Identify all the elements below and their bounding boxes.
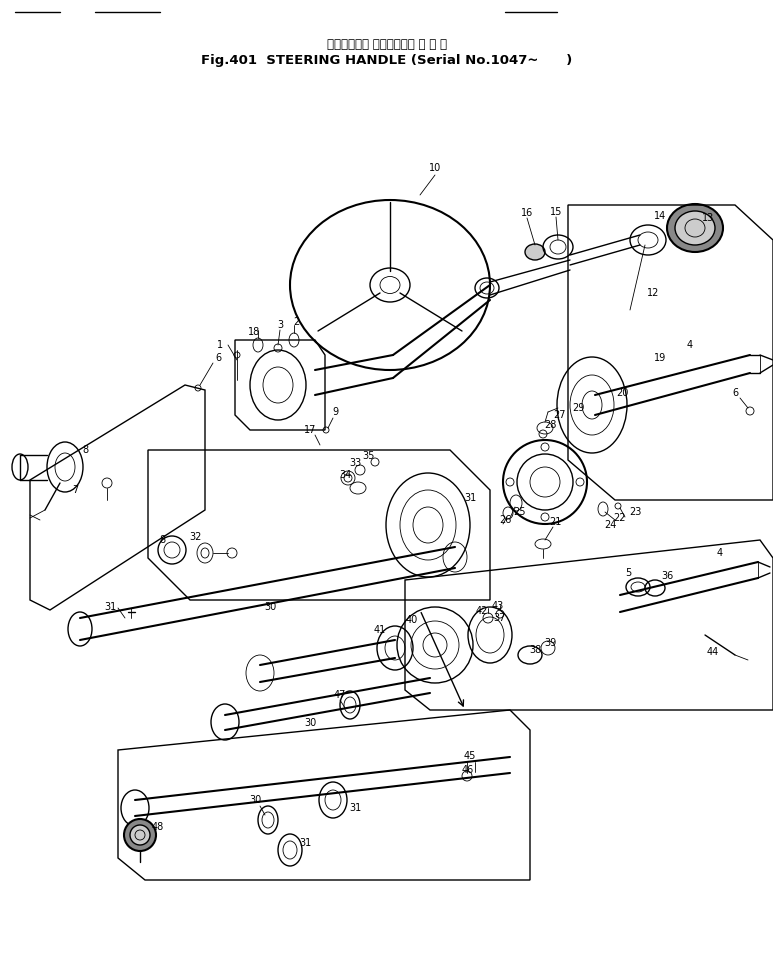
Text: Fig.401  STEERING HANDLE (Serial No.1047~      ): Fig.401 STEERING HANDLE (Serial No.1047~…	[202, 53, 573, 66]
Circle shape	[124, 819, 156, 851]
Text: 21: 21	[549, 517, 561, 527]
Text: 23: 23	[628, 507, 641, 517]
Text: 30: 30	[264, 602, 276, 612]
Text: 6: 6	[732, 388, 738, 398]
Text: 41: 41	[374, 625, 386, 635]
Text: 31: 31	[104, 602, 116, 612]
Text: 12: 12	[647, 288, 659, 298]
Text: 27: 27	[553, 410, 567, 420]
Text: 31: 31	[464, 493, 476, 503]
Text: 18: 18	[248, 327, 261, 337]
Text: 34: 34	[339, 470, 351, 480]
Text: 26: 26	[499, 515, 511, 525]
Text: 38: 38	[529, 645, 541, 655]
Text: 35: 35	[362, 451, 374, 461]
Text: 32: 32	[189, 532, 201, 542]
Text: 36: 36	[661, 571, 673, 581]
Text: 19: 19	[654, 353, 666, 363]
Text: 16: 16	[521, 208, 533, 218]
Text: 31: 31	[299, 838, 311, 848]
Text: 46: 46	[462, 765, 474, 775]
Text: 9: 9	[332, 407, 338, 417]
Text: 20: 20	[616, 388, 628, 398]
Ellipse shape	[675, 211, 715, 245]
Text: 8: 8	[159, 535, 165, 545]
Text: 3: 3	[277, 320, 283, 330]
Text: 45: 45	[464, 751, 476, 761]
Text: 31: 31	[349, 803, 361, 813]
Text: 25: 25	[514, 507, 526, 517]
Ellipse shape	[667, 204, 723, 252]
Circle shape	[130, 825, 150, 845]
Text: 6: 6	[215, 353, 221, 363]
Text: 4: 4	[687, 340, 693, 350]
Text: 7: 7	[72, 485, 78, 495]
Text: 43: 43	[492, 601, 504, 611]
Text: 8: 8	[82, 445, 88, 455]
Text: 13: 13	[702, 213, 714, 223]
Text: 4: 4	[717, 548, 723, 558]
Text: 15: 15	[550, 207, 562, 217]
Text: 30: 30	[304, 718, 316, 728]
Text: 1: 1	[217, 340, 223, 350]
Text: 42: 42	[476, 606, 489, 616]
Text: 48: 48	[152, 822, 164, 832]
Text: 2: 2	[293, 317, 299, 327]
Text: 10: 10	[429, 163, 441, 173]
Text: 5: 5	[625, 568, 631, 578]
Text: 30: 30	[249, 795, 261, 805]
Text: ステアリング ハンドル（専 用 号 機: ステアリング ハンドル（専 用 号 機	[327, 38, 447, 50]
Text: 29: 29	[572, 403, 584, 413]
Text: 22: 22	[614, 513, 626, 523]
Text: 14: 14	[654, 211, 666, 221]
Text: 17: 17	[304, 425, 316, 435]
Text: 33: 33	[349, 458, 361, 468]
Ellipse shape	[525, 244, 545, 260]
Text: 28: 28	[544, 420, 557, 430]
Text: 39: 39	[544, 638, 556, 648]
Text: 37: 37	[494, 613, 506, 623]
Text: 47: 47	[334, 690, 346, 700]
Text: 40: 40	[406, 615, 418, 625]
Text: 24: 24	[604, 520, 616, 530]
Text: 44: 44	[707, 647, 719, 657]
